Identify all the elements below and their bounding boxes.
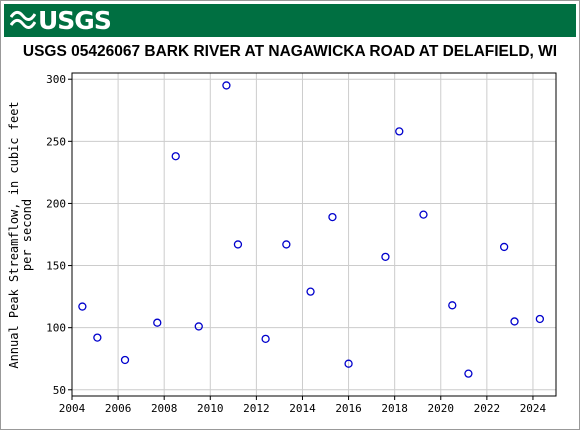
data-point	[306, 287, 315, 296]
data-point	[233, 240, 243, 249]
data-point	[344, 359, 353, 368]
data-points	[78, 81, 545, 378]
data-point	[222, 81, 231, 90]
data-point	[395, 127, 404, 136]
x-tick-label: 2024	[520, 402, 547, 415]
chart-title: USGS 05426067 BARK RIVER AT NAGAWICKA RO…	[22, 43, 558, 60]
y-tick-label: 200	[46, 197, 66, 210]
y-tick-label: 300	[46, 73, 66, 86]
x-tick-label: 2010	[197, 402, 224, 415]
data-point	[261, 334, 270, 344]
usgs-logo[interactable]: USGS	[10, 6, 112, 35]
x-tick-label: 2004	[59, 402, 86, 415]
x-tick-label: 2012	[243, 402, 270, 415]
data-point	[535, 314, 545, 324]
y-tick-label: 150	[46, 260, 66, 273]
data-point	[499, 242, 509, 252]
data-point	[171, 152, 180, 161]
data-point	[381, 252, 390, 262]
data-point	[194, 322, 203, 331]
x-tick-label: 2020	[428, 402, 455, 415]
x-tick-label: 2022	[474, 402, 501, 415]
x-axis: 2004 2006 2008 2010 2012 2014 2016 2018 2020 2022…	[59, 396, 547, 415]
x-tick-label: 2018	[381, 402, 408, 415]
data-point	[328, 212, 337, 222]
x-tick-label: 2016	[335, 402, 362, 415]
usgs-wave-icon	[10, 10, 36, 29]
y-tick-label: 100	[46, 322, 66, 335]
y-axis-label-line2: per second	[20, 199, 34, 271]
y-tick-label: 50	[53, 384, 66, 397]
y-axis: 50 100 150 200 250 300	[46, 73, 72, 397]
y-tick-label: 250	[46, 135, 66, 148]
usgs-banner: USGS	[4, 4, 576, 37]
plot-border	[71, 72, 557, 397]
usgs-logo-text: USGS	[38, 6, 112, 35]
y-axis-label-line1: Annual Peak Streamflow, in cubic feet	[7, 101, 21, 368]
data-point	[153, 318, 162, 327]
grid-lines	[71, 73, 556, 396]
data-point	[464, 369, 473, 378]
x-tick-label: 2014	[289, 402, 316, 415]
data-point	[93, 333, 102, 342]
data-point	[448, 301, 457, 310]
data-point	[282, 240, 291, 249]
x-tick-label: 2006	[105, 402, 132, 415]
data-point	[510, 317, 519, 326]
data-point	[419, 210, 428, 219]
data-point	[120, 355, 130, 365]
x-tick-label: 2008	[151, 402, 178, 415]
data-point	[78, 302, 87, 311]
